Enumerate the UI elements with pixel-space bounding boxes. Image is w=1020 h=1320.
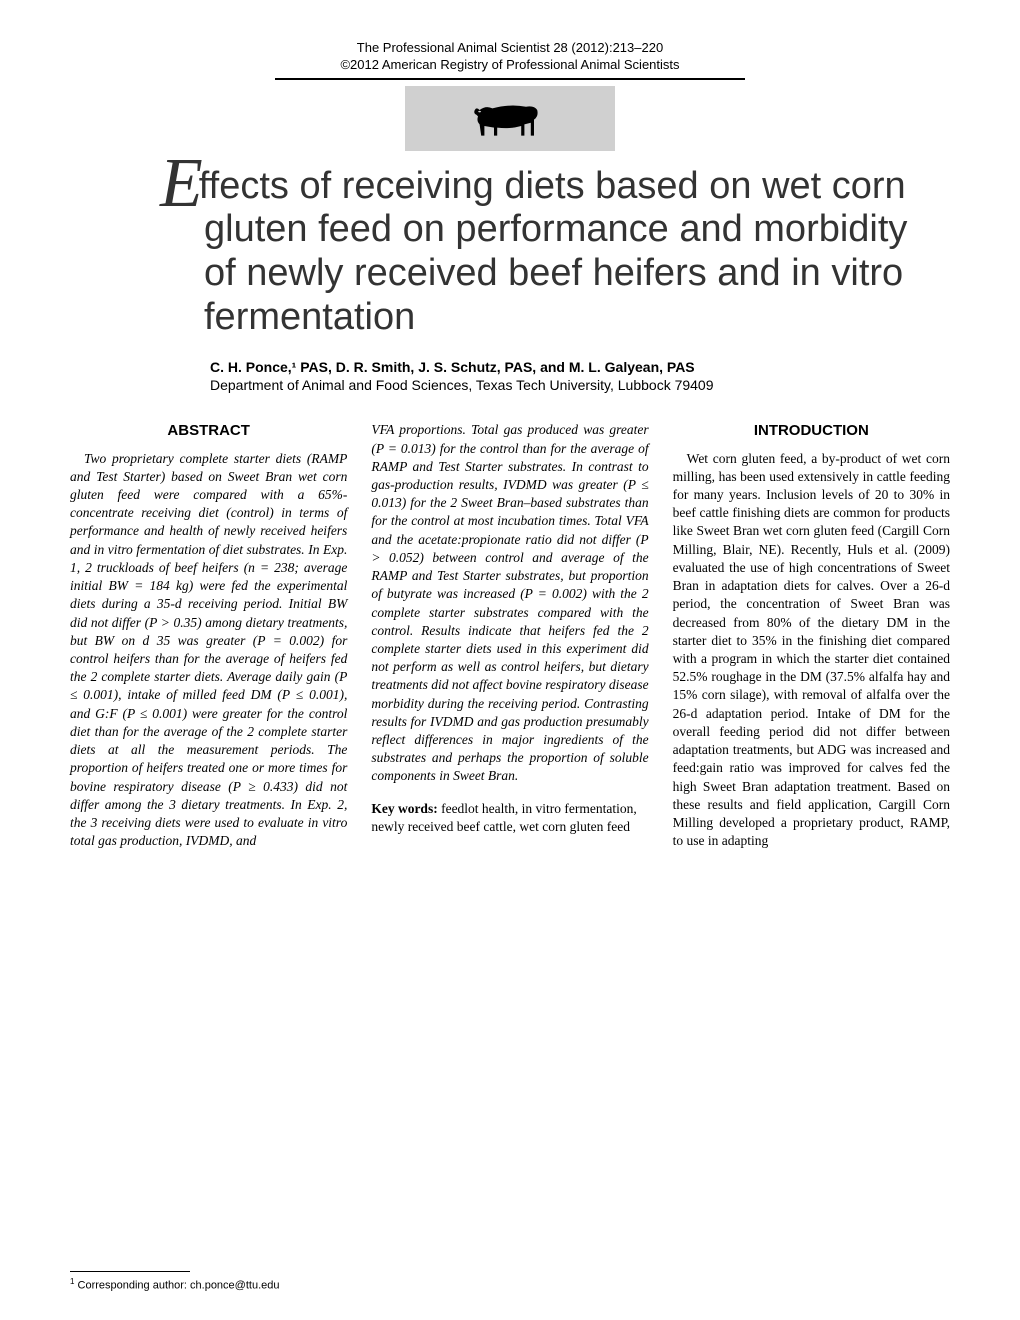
footnote-rule [70, 1271, 190, 1272]
introduction-heading: INTRODUCTION [673, 421, 950, 441]
header-rule [275, 78, 745, 80]
abstract-body: Two proprietary complete starter diets (… [70, 450, 347, 851]
introduction-body: Wet corn gluten feed, a by-product of we… [673, 450, 950, 851]
keywords-label: Key words: [371, 801, 437, 816]
column-3: INTRODUCTION Wet corn gluten feed, a by-… [673, 421, 950, 850]
corresponding-author-footnote: 1 Corresponding author: ch.ponce@ttu.edu [70, 1277, 279, 1292]
author-affiliation: Department of Animal and Food Sciences, … [210, 376, 890, 395]
column-2: VFA proportions. Total gas produced was … [371, 421, 648, 850]
body-columns: ABSTRACT Two proprietary complete starte… [70, 421, 950, 850]
footnote-text: Corresponding author: ch.ponce@ttu.edu [74, 1280, 279, 1292]
column-1: ABSTRACT Two proprietary complete starte… [70, 421, 347, 850]
abstract-continuation: VFA proportions. Total gas produced was … [371, 421, 648, 785]
title-text: ffects of receiving diets based on wet c… [199, 165, 908, 338]
author-names: C. H. Ponce,¹ PAS, D. R. Smith, J. S. Sc… [210, 358, 890, 377]
article-title: Effects of receiving diets based on wet … [160, 165, 910, 340]
cow-icon [470, 93, 550, 143]
journal-header: The Professional Animal Scientist 28 (20… [70, 40, 950, 80]
journal-citation: The Professional Animal Scientist 28 (20… [70, 40, 950, 57]
abstract-heading: ABSTRACT [70, 421, 347, 441]
species-icon-box [405, 86, 615, 151]
title-dropcap: E [160, 145, 199, 222]
keywords-block: Key words: feedlot health, in vitro ferm… [371, 800, 648, 836]
authors-block: C. H. Ponce,¹ PAS, D. R. Smith, J. S. Sc… [210, 358, 890, 396]
article-title-block: Effects of receiving diets based on wet … [160, 165, 910, 340]
journal-copyright: ©2012 American Registry of Professional … [70, 57, 950, 74]
